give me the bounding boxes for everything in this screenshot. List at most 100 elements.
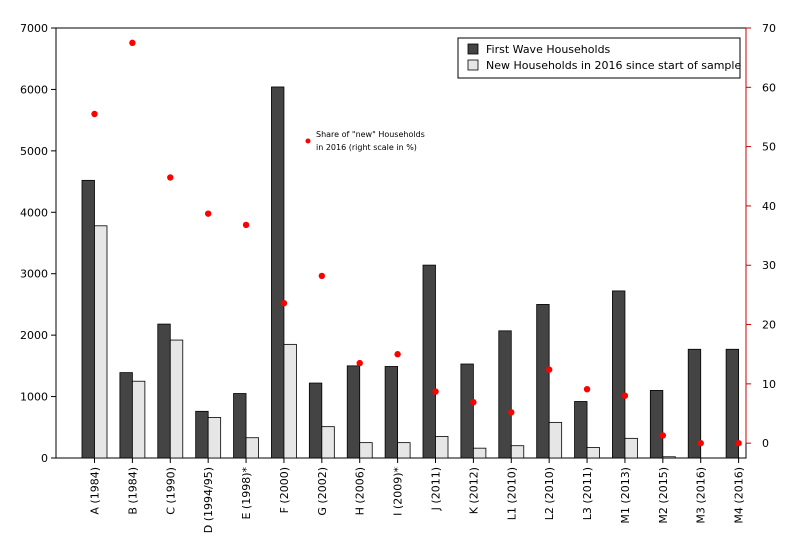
legend-box <box>457 37 741 79</box>
annotation-line-2: in 2016 (right scale in %) <box>316 143 417 152</box>
left-tick-label: 1000 <box>20 391 48 404</box>
share-points <box>91 39 742 447</box>
category-label: B (1984) <box>126 467 139 515</box>
bar-new-households <box>245 437 259 459</box>
left-tick-label: 6000 <box>20 83 48 96</box>
share-point <box>318 272 326 280</box>
share-point <box>394 351 401 358</box>
share-point <box>167 174 174 181</box>
annotation-marker <box>305 138 311 144</box>
legend-swatch-first-wave <box>467 43 479 55</box>
bar-first-wave <box>612 290 626 459</box>
left-tick-label: 5000 <box>20 145 48 158</box>
bar-first-wave <box>725 348 740 459</box>
share-point <box>432 388 439 395</box>
bar-new-households <box>397 442 411 459</box>
bar-first-wave <box>460 363 474 459</box>
left-tick-label: 4000 <box>20 206 48 219</box>
bar-new-households <box>169 339 184 459</box>
bar-first-wave <box>157 323 171 459</box>
bar-new-households <box>283 343 297 459</box>
bar-new-households <box>472 447 487 459</box>
left-tick-label: 7000 <box>20 22 48 35</box>
legend-label-first-wave: First Wave Households <box>486 43 611 56</box>
share-point <box>242 221 250 229</box>
bar-first-wave <box>119 372 133 459</box>
category-label: K (2012) <box>467 467 480 514</box>
bar-first-wave <box>81 179 95 459</box>
share-point <box>356 359 363 367</box>
share-point <box>91 110 98 118</box>
legend: First Wave Households New Households in … <box>457 37 741 79</box>
right-tick-label: 70 <box>762 22 776 35</box>
category-label: M2 (2015) <box>657 467 670 524</box>
category-labels: A (1984) B (1984) C (1990) D (1994/95) E (19… <box>89 458 746 533</box>
share-point <box>280 300 288 307</box>
bar-new-households <box>359 442 373 459</box>
right-tick-label: 0 <box>762 437 769 450</box>
right-tick-label: 40 <box>762 200 776 213</box>
bar-first-wave <box>536 304 550 459</box>
category-label: E (1998)* <box>240 467 253 520</box>
right-tick-label: 10 <box>762 378 776 391</box>
category-label: M1 (2013) <box>619 467 632 524</box>
bar-new-households <box>207 417 222 459</box>
category-label: A (1984) <box>89 467 102 515</box>
category-label: L3 (2011) <box>581 467 594 520</box>
category-label: C (1990) <box>164 467 177 515</box>
left-tick-label: 2000 <box>20 329 48 342</box>
left-tick-label: 3000 <box>20 268 48 281</box>
right-axis: 0 10 20 30 40 50 60 70 <box>745 22 776 450</box>
category-label: D (1994/95) <box>202 467 215 533</box>
right-tick-label: 60 <box>762 81 776 94</box>
bar-new-households <box>548 421 563 459</box>
category-label: F (2000) <box>278 467 291 513</box>
bar-first-wave <box>574 401 588 459</box>
share-point <box>204 210 212 217</box>
left-axis: 0 1000 2000 3000 4000 5000 6000 7000 <box>20 22 56 465</box>
bar-new-households <box>586 447 600 459</box>
right-tick-label: 50 <box>762 141 776 154</box>
share-point <box>621 392 629 399</box>
share-point <box>508 409 515 416</box>
bar-first-wave <box>687 348 702 459</box>
bar-new-households <box>94 225 108 459</box>
category-label: L1 (2010) <box>505 467 518 520</box>
right-tick-label: 30 <box>762 259 776 272</box>
bar-new-households <box>662 456 676 459</box>
category-label: L2 (2010) <box>543 467 556 520</box>
share-annotation: Share of "new" Households in 2016 (right… <box>305 130 425 152</box>
category-label: I (2009)* <box>392 467 405 516</box>
category-label: M3 (2016) <box>695 467 708 524</box>
share-point <box>735 439 742 447</box>
right-tick-label: 20 <box>762 319 776 332</box>
bar-first-wave <box>422 264 436 459</box>
bar-first-wave <box>308 382 323 459</box>
bar-first-wave <box>271 86 285 459</box>
legend-label-new-households: New Households in 2016 since start of sa… <box>486 59 741 72</box>
share-point <box>545 366 553 373</box>
bar-new-households <box>321 426 335 459</box>
category-label: J (2011) <box>430 467 443 511</box>
annotation-line-1: Share of "new" Households <box>316 130 425 139</box>
bar-first-wave <box>384 366 399 459</box>
bar-first-wave <box>195 410 209 459</box>
category-label: H (2006) <box>354 467 367 515</box>
share-point <box>129 39 136 47</box>
category-label: G (2002) <box>316 467 329 516</box>
bar-new-households <box>435 436 449 459</box>
bars <box>81 86 740 459</box>
share-point <box>583 386 591 393</box>
category-label: M4 (2016) <box>733 467 746 524</box>
share-point <box>470 399 477 406</box>
bar-first-wave <box>649 390 664 459</box>
legend-swatch-new-households <box>467 59 479 71</box>
bar-new-households <box>510 445 525 459</box>
share-point <box>659 432 667 439</box>
bar-first-wave <box>346 365 361 459</box>
bar-first-wave <box>498 330 512 459</box>
bar-first-wave <box>233 393 247 459</box>
bar-new-households <box>624 437 638 459</box>
left-tick-label: 0 <box>41 452 48 465</box>
